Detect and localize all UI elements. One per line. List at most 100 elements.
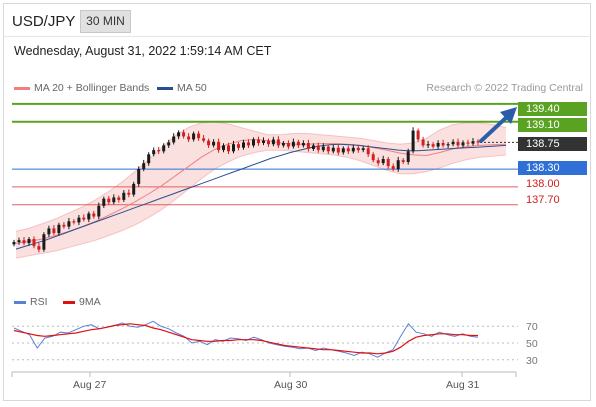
candle-body xyxy=(137,169,141,184)
ma50-line xyxy=(15,143,507,250)
candle-body xyxy=(271,139,275,145)
ma50-swatch xyxy=(157,86,173,90)
candle-body xyxy=(316,145,320,151)
timestamp: Wednesday, August 31, 2022 1:59:14 AM CE… xyxy=(14,44,272,58)
rsi-tick-30: 30 xyxy=(526,355,538,367)
candle-body xyxy=(207,140,211,146)
candle-body xyxy=(62,224,66,227)
candle-body xyxy=(346,148,350,152)
legend-ma50-label: MA 50 xyxy=(177,82,207,94)
level-last-tag: 138.75 xyxy=(518,137,587,151)
candle-body xyxy=(177,132,181,137)
candle-body xyxy=(336,147,340,153)
candle-body xyxy=(147,154,151,164)
x-label-aug27: Aug 27 xyxy=(73,379,107,391)
candle-body xyxy=(431,144,435,147)
candle-body xyxy=(82,217,86,220)
rsi-swatch xyxy=(14,300,26,304)
legend-rsi-label: RSI xyxy=(30,296,48,308)
candle-body xyxy=(227,145,230,152)
header-divider xyxy=(3,36,591,37)
candle-body xyxy=(112,197,116,203)
candle-body xyxy=(182,132,186,137)
candle-body xyxy=(22,240,26,244)
ma20-swatch xyxy=(14,86,30,90)
symbol-title: USD/JPY xyxy=(12,13,76,30)
candle-body xyxy=(296,141,300,146)
rsi-ma-line xyxy=(13,323,478,355)
candle-body xyxy=(162,145,166,152)
candle-body xyxy=(456,141,460,146)
candle-body xyxy=(257,139,260,144)
candle-body xyxy=(32,239,36,247)
level-r1-tag: 139.10 xyxy=(518,118,587,132)
candle-body xyxy=(466,142,470,144)
candle-body xyxy=(122,192,126,200)
candle-body xyxy=(341,148,345,153)
candle-body xyxy=(217,141,221,151)
bollinger-upper-line xyxy=(15,121,507,232)
candle-body xyxy=(286,143,290,147)
candle-body xyxy=(476,141,480,143)
candle-body xyxy=(381,159,385,164)
candle-body xyxy=(356,147,360,151)
candle-body xyxy=(411,130,415,152)
candle-body xyxy=(127,192,131,195)
rsi-line xyxy=(13,320,479,358)
forecast-arrowhead xyxy=(500,107,517,124)
candle-body xyxy=(237,144,240,148)
candle-body xyxy=(12,242,16,245)
candle-body xyxy=(311,145,315,149)
candle-body xyxy=(436,143,440,147)
legend-ma20-label: MA 20 + Bollinger Bands xyxy=(34,82,150,94)
rsi-ma-swatch xyxy=(63,300,75,304)
candle-body xyxy=(371,154,375,161)
candle-body xyxy=(172,136,176,143)
level-r2-tag: 139.40 xyxy=(518,102,587,116)
candle-body xyxy=(152,150,156,155)
legend-ma50: MA 50 xyxy=(157,82,207,94)
candle-body xyxy=(306,143,310,149)
candle-body xyxy=(232,144,235,152)
candle-body xyxy=(242,142,245,148)
candle-body xyxy=(406,151,410,162)
candle-body xyxy=(361,148,365,151)
candle-body xyxy=(87,213,91,220)
candle-body xyxy=(391,166,395,170)
candle-body xyxy=(142,163,146,170)
candle-body xyxy=(247,142,250,146)
candle-body xyxy=(107,198,111,203)
candle-body xyxy=(67,221,71,227)
candle-body xyxy=(471,141,475,144)
candle-body xyxy=(187,136,191,140)
legend-ma20: MA 20 + Bollinger Bands xyxy=(14,82,149,94)
candle-body xyxy=(197,133,201,139)
candle-body xyxy=(192,133,196,140)
candle-body xyxy=(202,138,206,141)
candle-body xyxy=(281,143,285,146)
candle-body xyxy=(117,197,121,200)
candle-body xyxy=(267,140,270,145)
timeframe-badge[interactable]: 30 MIN xyxy=(80,10,131,33)
candle-body xyxy=(27,239,31,244)
x-label-aug30: Aug 30 xyxy=(274,379,308,391)
legend-rsi-ma: 9MA xyxy=(63,296,101,308)
x-label-aug31: Aug 31 xyxy=(446,379,480,391)
candle-body xyxy=(17,240,21,242)
candle-body xyxy=(252,139,255,146)
candle-body xyxy=(262,140,265,143)
candle-body xyxy=(351,147,355,152)
bollinger-lower-line xyxy=(15,149,507,259)
candle-body xyxy=(77,217,81,223)
candle-body xyxy=(446,144,450,146)
candle-body xyxy=(396,160,400,170)
candle-body xyxy=(97,205,101,217)
candle-body xyxy=(401,160,405,162)
candle-body xyxy=(157,150,161,152)
candle-body xyxy=(426,144,430,146)
candle-body xyxy=(47,228,51,235)
chart-frame xyxy=(3,3,591,401)
candle-body xyxy=(132,183,136,195)
candle-body xyxy=(57,224,61,234)
